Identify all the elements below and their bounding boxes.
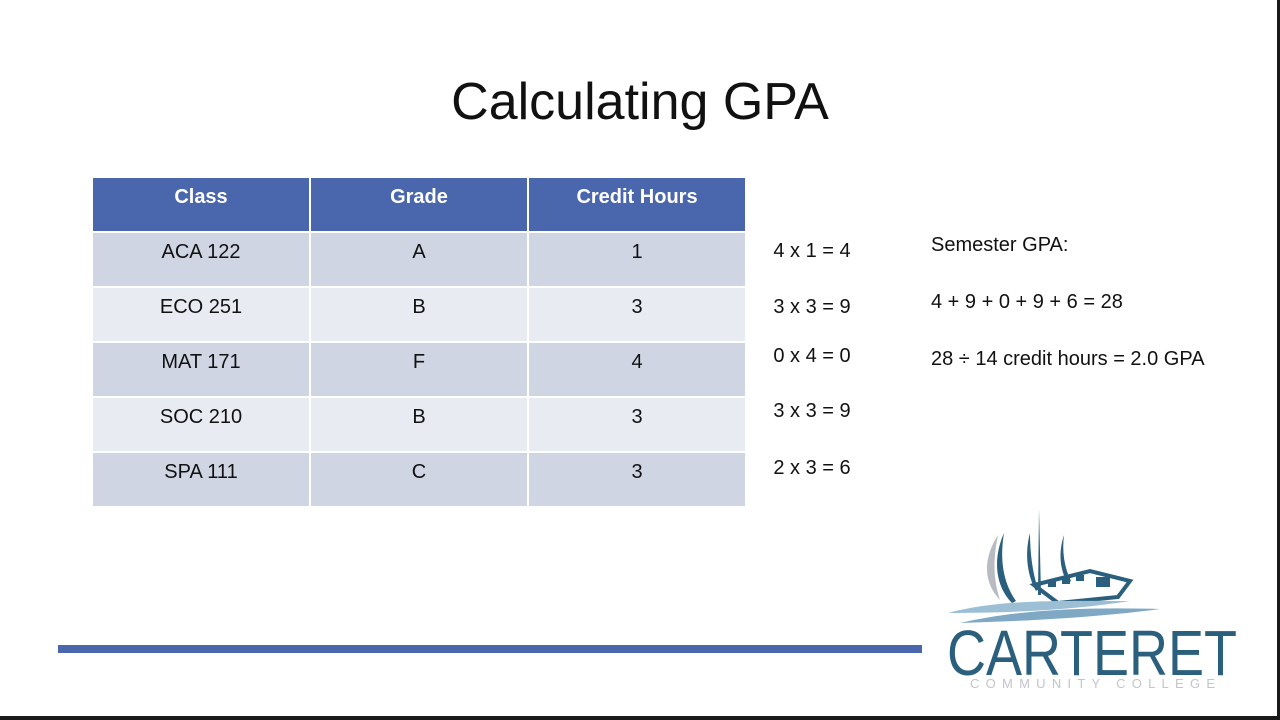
cell-class: ECO 251 [91, 286, 311, 343]
header-grade: Grade [309, 176, 529, 233]
cell-class: MAT 171 [91, 341, 311, 398]
cell-grade: C [309, 451, 529, 508]
wave-dark-icon [960, 608, 1160, 623]
sail-blue-left-icon [997, 533, 1016, 603]
carteret-logo: CARTERET COMMUNITY COLLEGE [947, 509, 1237, 691]
cell-class: ACA 122 [91, 231, 311, 288]
slide-title: Calculating GPA [451, 73, 829, 131]
cell-grade: B [309, 396, 529, 453]
logo-subtitle: COMMUNITY COLLEGE [970, 676, 1220, 691]
table-row: ECO 251 B 3 [91, 286, 747, 343]
header-class: Class [91, 176, 311, 233]
cell-hours: 3 [527, 396, 747, 453]
sail-blue-right-icon [1060, 535, 1071, 583]
wave-light-icon [948, 600, 1130, 613]
calc-line: 2 x 3 = 6 [773, 457, 851, 479]
table-row: ACA 122 A 1 [91, 231, 747, 288]
table-row: MAT 171 F 4 [91, 341, 747, 398]
table-row: SOC 210 B 3 [91, 396, 747, 453]
grades-table: Class Grade Credit Hours ACA 122 A 1 ECO… [91, 176, 747, 508]
cell-hours: 3 [527, 286, 747, 343]
logo-wordmark: CARTERET [947, 617, 1237, 689]
cell-grade: B [309, 286, 529, 343]
gpa-result-line: 28 ÷ 14 credit hours = 2.0 GPA [931, 348, 1205, 370]
cell-class: SOC 210 [91, 396, 311, 453]
cell-class: SPA 111 [91, 451, 311, 508]
header-credit-hours: Credit Hours [527, 176, 747, 233]
gpa-sum-line: 4 + 9 + 0 + 9 + 6 = 28 [931, 291, 1123, 313]
cell-grade: F [309, 341, 529, 398]
calc-line: 3 x 3 = 9 [773, 296, 851, 318]
cell-hours: 4 [527, 341, 747, 398]
cell-grade: A [309, 231, 529, 288]
footer-rule [58, 645, 922, 653]
calc-line: 3 x 3 = 9 [773, 400, 851, 422]
boat-hull-icon [1029, 568, 1134, 606]
sail-blue-mid-icon [1027, 533, 1038, 591]
sail-gray-icon [986, 535, 1000, 600]
table-row: SPA 111 C 3 [91, 451, 747, 508]
calc-line: 0 x 4 = 0 [773, 345, 851, 367]
cell-hours: 1 [527, 231, 747, 288]
calc-line: 4 x 1 = 4 [773, 240, 851, 262]
semester-gpa-heading: Semester GPA: [931, 234, 1069, 256]
mast-icon [1038, 509, 1041, 595]
cell-hours: 3 [527, 451, 747, 508]
table-header-row: Class Grade Credit Hours [91, 176, 747, 233]
